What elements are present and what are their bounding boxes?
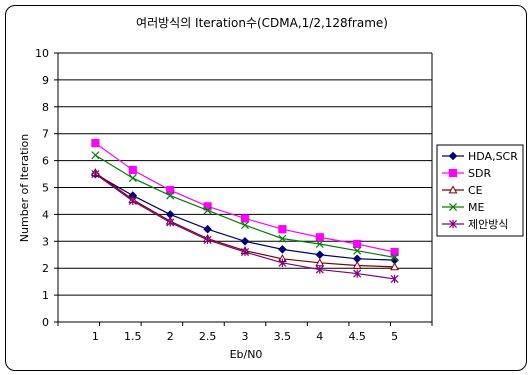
legend-item: HDA,SCR [442, 150, 518, 163]
y-tick-label: 2 [42, 262, 49, 275]
legend-marker [448, 151, 458, 161]
legend-marker [448, 185, 458, 194]
y-tick-label: 1 [42, 289, 49, 302]
y-tick-label: 9 [42, 74, 49, 87]
chart-legend: HDA,SCR SDR CE ME 제안방식 [436, 144, 524, 237]
x-tick-label: 4 [316, 330, 323, 343]
legend-marker [448, 202, 458, 212]
chart-title: 여러방식의 Iteration수(CDMA,1/2,128frame) [136, 16, 388, 30]
data-point [390, 247, 399, 257]
legend-label: SDR [468, 167, 491, 180]
x-tick-label: 3 [242, 330, 249, 343]
data-point [390, 253, 399, 262]
data-point [166, 191, 175, 200]
data-point [128, 174, 137, 183]
axis-layer: 0 1 2 3 4 5 6 7 8 9 10 1 1.5 2 2.5 3 3.5 4 4.5 5 [35, 47, 433, 343]
data-point [315, 239, 324, 249]
data-point [353, 239, 362, 249]
x-tick-label: 4.5 [348, 330, 366, 343]
y-tick-label: 8 [42, 101, 49, 114]
y-axis-label: Number of Iteration [18, 134, 31, 242]
data-point [128, 165, 137, 175]
data-point [278, 234, 287, 243]
x-tick-label: 3.5 [274, 330, 292, 343]
y-tick-label: 10 [35, 47, 49, 60]
data-point [166, 186, 175, 195]
series-layer [90, 139, 400, 284]
data-point [240, 221, 250, 230]
data-point [390, 262, 400, 271]
data-point [353, 269, 362, 278]
legend-item: SDR [442, 167, 491, 180]
data-point [91, 169, 100, 179]
data-point [278, 225, 287, 234]
legend-marker [448, 168, 458, 178]
data-point [91, 139, 100, 148]
legend-item: 제안방식 [442, 218, 508, 231]
legend-item: ME [442, 201, 484, 214]
data-point [240, 236, 250, 246]
data-point [315, 250, 325, 260]
data-point [240, 247, 250, 257]
data-point [315, 265, 324, 274]
y-tick-label: 5 [42, 182, 49, 195]
legend-item: CE [442, 184, 483, 197]
series-4 [91, 151, 399, 262]
data-point [353, 246, 362, 255]
legend-label: ME [468, 201, 484, 214]
x-tick-label: 5 [391, 330, 398, 343]
x-tick-label: 1 [92, 330, 99, 343]
data-point [278, 245, 287, 254]
series-line [95, 142, 395, 253]
y-tick-label: 3 [42, 235, 49, 248]
y-tick-label: 4 [42, 208, 49, 221]
y-tick-label: 7 [42, 128, 49, 141]
data-point [128, 196, 137, 206]
legend-label: 제안방식 [468, 218, 508, 231]
series-5 [91, 169, 399, 284]
legend-label: CE [468, 184, 483, 197]
x-tick-label: 2 [167, 330, 174, 343]
x-axis-label: Eb/N0 [230, 348, 263, 361]
legend-box [436, 144, 524, 237]
y-tick-label: 0 [42, 316, 49, 329]
data-point [166, 218, 175, 227]
x-tick-label: 2.5 [199, 330, 217, 343]
x-tick-label: 1.5 [124, 330, 142, 343]
grid-layer [58, 52, 432, 296]
data-point [91, 151, 100, 160]
data-point [203, 235, 212, 245]
y-tick-label: 6 [42, 155, 49, 168]
data-point [352, 260, 362, 269]
data-point [315, 233, 324, 242]
data-point [203, 224, 212, 234]
series-2 [91, 139, 399, 257]
data-point [203, 206, 212, 215]
series-line [95, 173, 395, 280]
legend-marker [448, 219, 458, 229]
data-point [390, 274, 399, 284]
data-point [240, 214, 250, 223]
legend-label: HDA,SCR [468, 150, 518, 163]
data-point [278, 258, 287, 267]
